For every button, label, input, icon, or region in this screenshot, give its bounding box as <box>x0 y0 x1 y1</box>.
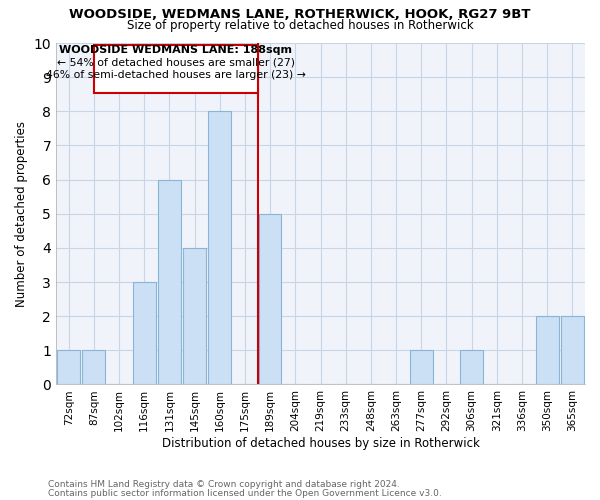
Bar <box>183 248 206 384</box>
Y-axis label: Number of detached properties: Number of detached properties <box>15 120 28 306</box>
Text: Contains public sector information licensed under the Open Government Licence v3: Contains public sector information licen… <box>48 489 442 498</box>
Bar <box>58 350 80 384</box>
Bar <box>536 316 559 384</box>
FancyBboxPatch shape <box>94 44 257 92</box>
Text: Contains HM Land Registry data © Crown copyright and database right 2024.: Contains HM Land Registry data © Crown c… <box>48 480 400 489</box>
Bar <box>133 282 155 384</box>
Bar <box>410 350 433 384</box>
Bar <box>158 180 181 384</box>
Text: Size of property relative to detached houses in Rotherwick: Size of property relative to detached ho… <box>127 18 473 32</box>
X-axis label: Distribution of detached houses by size in Rotherwick: Distribution of detached houses by size … <box>161 437 479 450</box>
Text: ← 54% of detached houses are smaller (27): ← 54% of detached houses are smaller (27… <box>56 57 295 67</box>
Bar <box>460 350 483 384</box>
Text: WOODSIDE, WEDMANS LANE, ROTHERWICK, HOOK, RG27 9BT: WOODSIDE, WEDMANS LANE, ROTHERWICK, HOOK… <box>69 8 531 20</box>
Text: WOODSIDE WEDMANS LANE: 188sqm: WOODSIDE WEDMANS LANE: 188sqm <box>59 46 292 56</box>
Bar <box>259 214 281 384</box>
Bar <box>561 316 584 384</box>
Bar <box>208 112 231 384</box>
Bar <box>82 350 105 384</box>
Text: 46% of semi-detached houses are larger (23) →: 46% of semi-detached houses are larger (… <box>46 70 305 80</box>
